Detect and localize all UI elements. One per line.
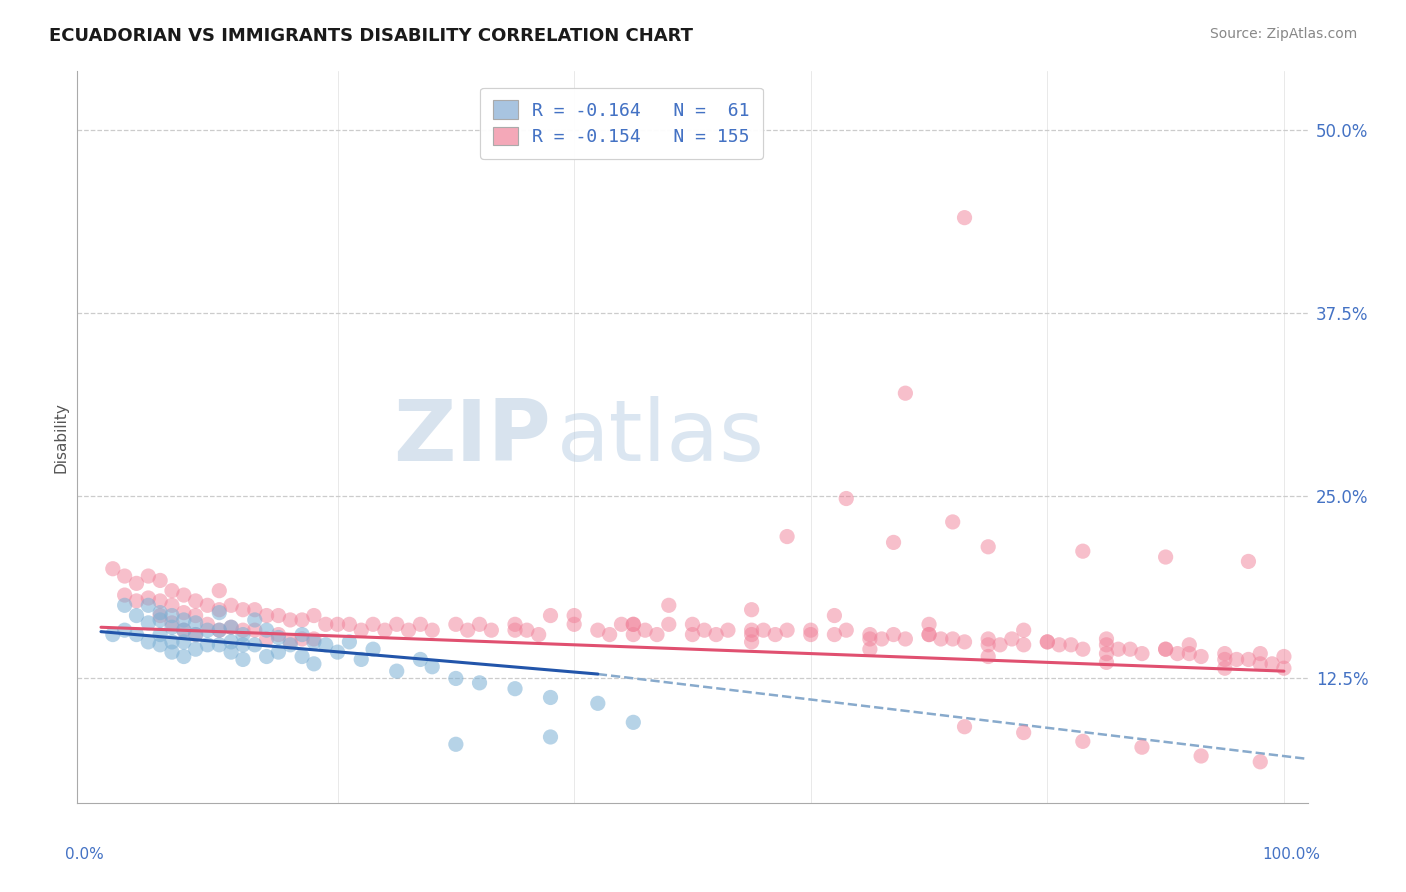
Point [243,603,266,617]
Point [444,617,467,632]
Point [1249,755,1271,769]
Point [621,617,644,632]
Point [741,603,763,617]
Point [1226,652,1249,666]
Point [1154,642,1177,657]
Point [562,608,585,623]
Point [114,623,136,637]
Point [160,635,183,649]
Point [173,606,195,620]
Point [232,652,254,666]
Point [278,613,301,627]
Point [682,617,704,632]
Point [101,562,124,576]
Point [704,627,727,641]
Point [326,617,349,632]
Point [173,623,195,637]
Point [586,623,609,637]
Point [326,645,349,659]
Point [835,623,858,637]
Point [149,638,172,652]
Point [197,638,219,652]
Point [184,627,207,641]
Point [208,623,231,637]
Point [1095,656,1118,670]
Point [953,211,976,225]
Point [219,620,242,634]
Point [114,569,136,583]
Point [859,632,882,646]
Point [1130,740,1153,755]
Point [219,599,242,613]
Point [741,635,763,649]
Point [752,623,775,637]
Point [977,649,1000,664]
Point [741,623,763,637]
Point [136,635,159,649]
Point [256,608,278,623]
Point [776,623,799,637]
Point [823,608,845,623]
Point [173,588,195,602]
Point [1001,632,1024,646]
Point [870,632,893,646]
Point [1012,638,1035,652]
Point [173,635,195,649]
Point [160,599,183,613]
Point [232,603,254,617]
Point [1012,623,1035,637]
Point [184,594,207,608]
Point [197,623,219,637]
Point [1047,638,1070,652]
Point [302,608,325,623]
Legend: R = -0.164   N =  61, R = -0.154   N = 155: R = -0.164 N = 61, R = -0.154 N = 155 [479,87,762,159]
Point [267,645,290,659]
Point [540,690,562,705]
Point [621,627,644,641]
Point [1071,642,1094,657]
Point [918,627,941,641]
Point [302,635,325,649]
Point [114,588,136,602]
Point [291,627,314,641]
Point [942,632,965,646]
Point [361,642,384,657]
Point [409,652,432,666]
Point [645,627,668,641]
Point [114,599,136,613]
Text: ECUADORIAN VS IMMIGRANTS DISABILITY CORRELATION CHART: ECUADORIAN VS IMMIGRANTS DISABILITY CORR… [49,27,693,45]
Point [717,623,740,637]
Point [339,635,361,649]
Point [883,627,905,641]
Point [160,615,183,630]
Point [136,591,159,605]
Point [1272,649,1295,664]
Point [173,623,195,637]
Y-axis label: Disability: Disability [53,401,69,473]
Point [243,623,266,637]
Point [503,681,526,696]
Point [634,623,657,637]
Point [184,642,207,657]
Point [197,599,219,613]
Point [219,635,242,649]
Point [823,627,845,641]
Point [658,599,681,613]
Point [1154,642,1177,657]
Point [232,627,254,641]
Point [1237,652,1260,666]
Point [420,623,443,637]
Point [302,632,325,646]
Point [219,645,242,659]
Point [315,617,337,632]
Point [977,540,1000,554]
Point [350,623,373,637]
Point [800,627,823,641]
Point [361,617,384,632]
Point [256,632,278,646]
Point [977,638,1000,652]
Point [1036,635,1059,649]
Point [232,623,254,637]
Point [125,608,148,623]
